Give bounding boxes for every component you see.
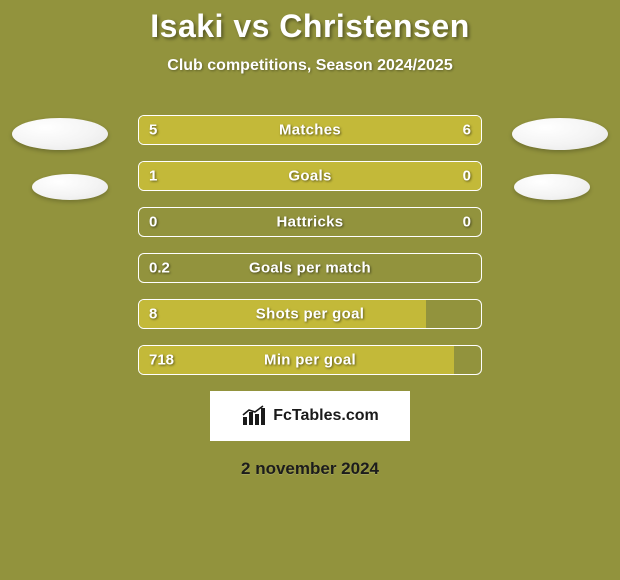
stat-label: Shots per goal bbox=[256, 306, 364, 323]
stat-row: 5 Matches 6 bbox=[138, 115, 482, 145]
stat-label: Matches bbox=[279, 122, 341, 139]
stat-value-left: 1 bbox=[149, 168, 157, 185]
stat-label: Goals bbox=[288, 168, 331, 185]
stats-block: 5 Matches 6 1 Goals 0 0 Hattricks 0 0.2 Goals per … bbox=[138, 115, 482, 375]
comparison-infographic: Isaki vs Christensen Club competitions, … bbox=[0, 0, 620, 580]
stat-label: Hattricks bbox=[277, 214, 344, 231]
player1-club-placeholder bbox=[32, 174, 108, 200]
page-title: Isaki vs Christensen bbox=[0, 8, 620, 45]
stat-row: 0.2 Goals per match bbox=[138, 253, 482, 283]
player1-avatar-placeholder bbox=[12, 118, 108, 150]
attribution-text: FcTables.com bbox=[273, 407, 379, 425]
stat-value-right: 6 bbox=[463, 122, 471, 139]
stat-row: 718 Min per goal bbox=[138, 345, 482, 375]
subtitle: Club competitions, Season 2024/2025 bbox=[0, 57, 620, 75]
stat-value-right: 0 bbox=[463, 168, 471, 185]
stat-row: 0 Hattricks 0 bbox=[138, 207, 482, 237]
stat-row: 8 Shots per goal bbox=[138, 299, 482, 329]
stat-value-left: 0.2 bbox=[149, 260, 170, 277]
stat-bar-left bbox=[139, 116, 283, 144]
player2-avatar-placeholder bbox=[512, 118, 608, 150]
player2-club-placeholder bbox=[514, 174, 590, 200]
attribution-chart-icon bbox=[241, 405, 267, 427]
stat-value-left: 8 bbox=[149, 306, 157, 323]
attribution-badge: FcTables.com bbox=[210, 391, 410, 441]
stat-value-left: 0 bbox=[149, 214, 157, 231]
stat-row: 1 Goals 0 bbox=[138, 161, 482, 191]
player2-name: Christensen bbox=[279, 8, 469, 44]
stat-label: Min per goal bbox=[264, 352, 356, 369]
vs-separator: vs bbox=[233, 8, 270, 44]
stat-bar-left bbox=[139, 162, 399, 190]
stat-value-right: 0 bbox=[463, 214, 471, 231]
player1-name: Isaki bbox=[150, 8, 224, 44]
stat-label: Goals per match bbox=[249, 260, 371, 277]
stat-value-left: 718 bbox=[149, 352, 174, 369]
date: 2 november 2024 bbox=[0, 459, 620, 479]
stat-value-left: 5 bbox=[149, 122, 157, 139]
